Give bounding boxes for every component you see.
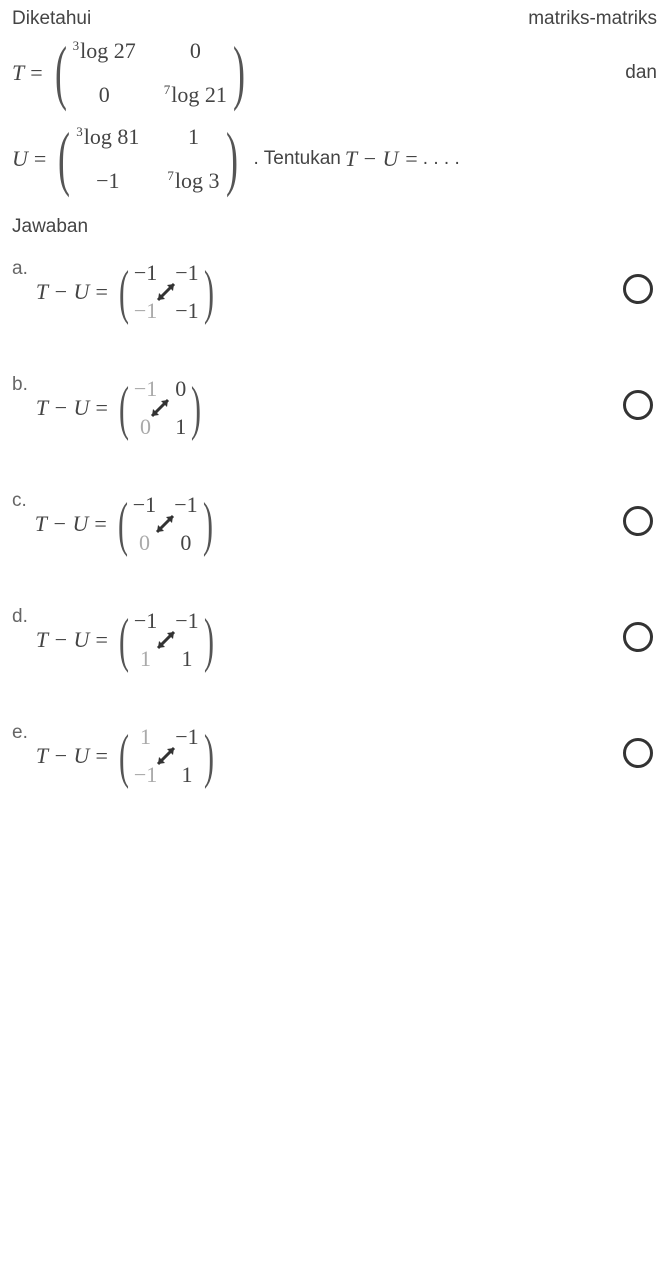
option-d: d. T − U = ( −1 −1 1 1 ): [12, 604, 657, 676]
radio-option-e[interactable]: [623, 738, 653, 768]
option-e: e. T − U = ( 1 −1 −1 1 ): [12, 720, 657, 792]
option-e-matrix: ( 1 −1 −1 1 ): [114, 720, 219, 792]
dan-label: dan: [625, 62, 657, 84]
jawaban-label: Jawaban: [12, 216, 657, 238]
t-var: T: [12, 60, 24, 86]
u-cell-21: −1: [96, 168, 119, 194]
expr-label: T − U: [36, 395, 90, 421]
left-paren: (: [58, 128, 70, 189]
radio-option-c[interactable]: [623, 506, 653, 536]
options-list: a. T − U = ( −1 −1 −1 −1 ): [12, 256, 657, 792]
option-letter: c.: [12, 490, 27, 560]
u-cell-11: 3log 81: [76, 124, 139, 150]
option-letter: e.: [12, 722, 28, 792]
u-matrix-row: U = ( 3log 81 1 −1 7log 3 ) . Tentukan T…: [12, 120, 657, 198]
option-c-matrix: ( −1 −1 0 0 ): [113, 488, 218, 560]
right-paren: ): [226, 128, 238, 189]
t-matrix: ( 3log 27 0 0 7log 21 ): [49, 34, 251, 112]
right-paren: ): [233, 42, 245, 103]
u-matrix: ( 3log 81 1 −1 7log 3 ): [52, 120, 243, 198]
equals-sign: =: [30, 60, 42, 86]
option-a: a. T − U = ( −1 −1 −1 −1 ): [12, 256, 657, 328]
radio-option-d[interactable]: [623, 622, 653, 652]
expr-label: T − U: [36, 279, 90, 305]
u-cell-22: 7log 3: [167, 168, 219, 194]
t-matrix-row: T = ( 3log 27 0 0 7log 21 ) dan: [12, 34, 657, 112]
option-d-matrix: ( −1 −1 1 1 ): [114, 604, 219, 676]
tentukan-text: . Tentukan T − U = . . . .: [254, 146, 460, 172]
radio-option-b[interactable]: [623, 390, 653, 420]
option-letter: b.: [12, 374, 28, 444]
expr-label: T − U: [36, 743, 90, 769]
radio-option-a[interactable]: [623, 274, 653, 304]
equals-sign: =: [34, 146, 46, 172]
matriks-label: matriks-matriks: [528, 8, 657, 30]
question-heading-row: Diketahui matriks-matriks: [12, 8, 657, 30]
option-letter: d.: [12, 606, 28, 676]
option-b-matrix: ( −1 0 0 1 ): [114, 372, 206, 444]
option-letter: a.: [12, 258, 28, 328]
u-cell-12: 1: [188, 124, 199, 150]
diketahui-label: Diketahui: [12, 8, 91, 30]
option-a-matrix: ( −1 −1 −1 −1 ): [114, 256, 219, 328]
left-paren: (: [55, 42, 67, 103]
t-cell-12: 0: [190, 38, 201, 64]
u-var: U: [12, 146, 28, 172]
t-cell-11: 3log 27: [73, 38, 136, 64]
expr-label: T − U: [36, 627, 90, 653]
t-cell-21: 0: [99, 82, 110, 108]
option-b: b. T − U = ( −1 0 0 1 ): [12, 372, 657, 444]
t-cell-22: 7log 21: [164, 82, 227, 108]
option-c: c. T − U = ( −1 −1 0 0 ): [12, 488, 657, 560]
expr-label: T − U: [35, 511, 89, 537]
